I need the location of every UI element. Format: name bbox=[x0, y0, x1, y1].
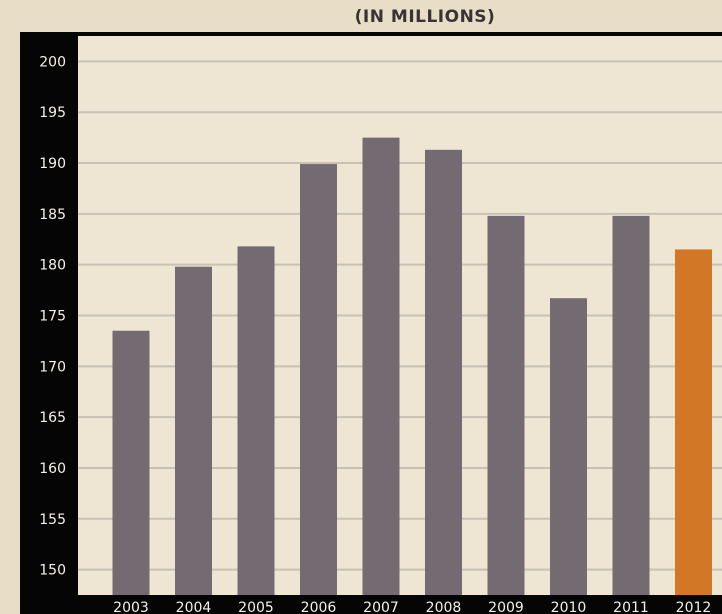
x-tick-label: 2003 bbox=[113, 600, 149, 614]
x-tick-label: 2006 bbox=[301, 600, 337, 614]
y-tick-label: 165 bbox=[39, 410, 66, 426]
y-tick-label: 195 bbox=[39, 105, 66, 121]
x-tick-label: 2004 bbox=[176, 600, 212, 614]
bar-2003 bbox=[112, 330, 150, 595]
y-tick-label: 150 bbox=[39, 563, 66, 579]
y-tick-label: 170 bbox=[39, 359, 66, 375]
y-tick-label: 190 bbox=[39, 156, 66, 172]
y-tick-label: 185 bbox=[39, 207, 66, 223]
bar-2004 bbox=[175, 266, 212, 595]
x-tick-label: 2011 bbox=[613, 600, 649, 614]
chart-subtitle: (IN MILLIONS) bbox=[354, 7, 496, 27]
bar-2012 bbox=[675, 249, 712, 595]
y-tick-label: 155 bbox=[39, 512, 66, 528]
x-tick-label: 2010 bbox=[551, 600, 587, 614]
x-tick-label: 2009 bbox=[488, 600, 524, 614]
x-tick-label: 2008 bbox=[426, 600, 462, 614]
bar-2007 bbox=[362, 137, 400, 596]
x-tick-label: 2005 bbox=[238, 600, 274, 614]
y-tick-label: 200 bbox=[39, 54, 66, 70]
bars bbox=[112, 137, 712, 596]
y-tick-label: 160 bbox=[39, 461, 66, 477]
bar-2009 bbox=[487, 215, 525, 595]
bar-2008 bbox=[425, 149, 462, 595]
x-tick-label: 2007 bbox=[363, 600, 399, 614]
x-axis-ticks: 2003 2004 2005 2006 2007 2008 2009 2010 2011 2012 bbox=[113, 600, 711, 614]
bar-2006 bbox=[300, 164, 337, 595]
bar-2005 bbox=[237, 246, 275, 595]
bar-2010 bbox=[550, 298, 587, 595]
y-axis-ticks: 150 155 160 165 170 175 180 185 190 195 200 bbox=[39, 54, 66, 578]
x-tick-label: 2012 bbox=[676, 600, 712, 614]
bar-2011 bbox=[612, 215, 650, 595]
y-tick-label: 180 bbox=[39, 258, 66, 274]
y-tick-label: 175 bbox=[39, 309, 66, 325]
